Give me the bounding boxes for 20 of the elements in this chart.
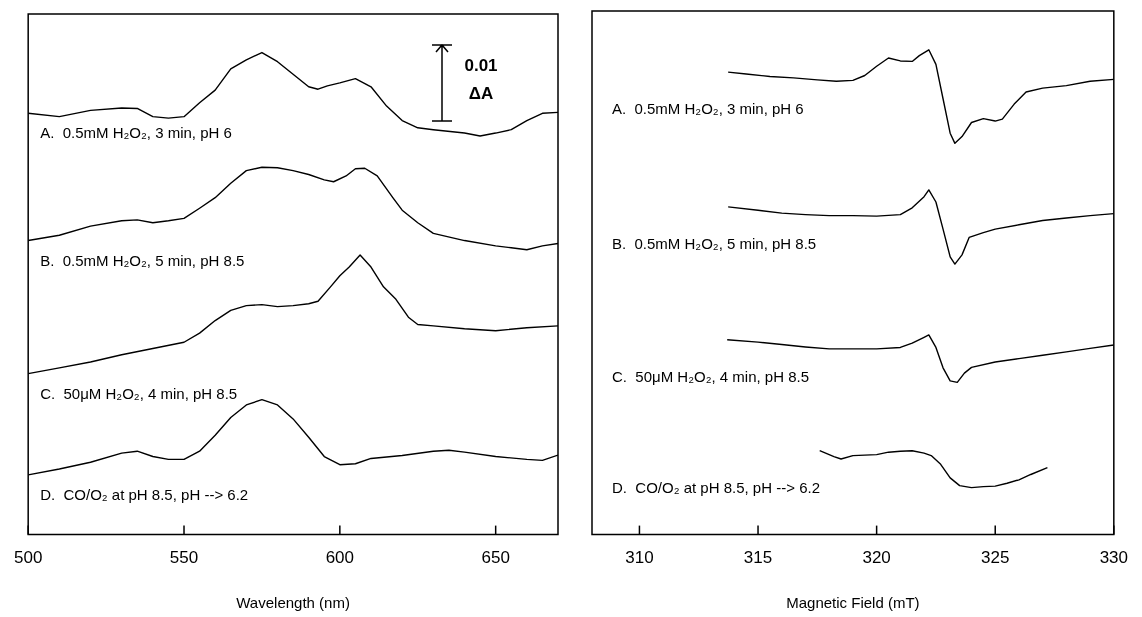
series-label: C. 50μM H₂O₂, 4 min, pH 8.5: [612, 367, 810, 385]
x-tick-label: 600: [325, 548, 355, 568]
x-axis-title: Magnetic Field (mT): [786, 594, 920, 612]
x-tick-label: 650: [481, 548, 510, 568]
x-axis-title: Wavelength (nm): [236, 594, 350, 612]
series-label: D. CO/O₂ at pH 8.5, pH --> 6.2: [612, 478, 820, 496]
x-tick-label: 320: [862, 548, 891, 568]
series-label: A. 0.5mM H₂O₂, 3 min, pH 6: [40, 124, 232, 142]
annotation: 0.01 ΔA: [463, 55, 499, 105]
series-label: B. 0.5mM H₂O₂, 5 min, pH 8.5: [612, 235, 817, 253]
x-tick-label: 550: [169, 548, 199, 568]
series-label: B. 0.5mM H₂O₂, 5 min, pH 8.5: [40, 251, 245, 269]
x-tick-label: 315: [743, 548, 773, 568]
series-label: D. CO/O₂ at pH 8.5, pH --> 6.2: [40, 485, 249, 503]
x-tick-label: 500: [13, 548, 43, 568]
series-label: A. 0.5mM H₂O₂, 3 min, pH 6: [612, 100, 804, 118]
x-tick-label: 310: [625, 548, 654, 568]
x-tick-label: 325: [981, 548, 1010, 568]
x-tick-label: 330: [1099, 548, 1129, 568]
series-label: C. 50μM H₂O₂, 4 min, pH 8.5: [40, 384, 238, 402]
